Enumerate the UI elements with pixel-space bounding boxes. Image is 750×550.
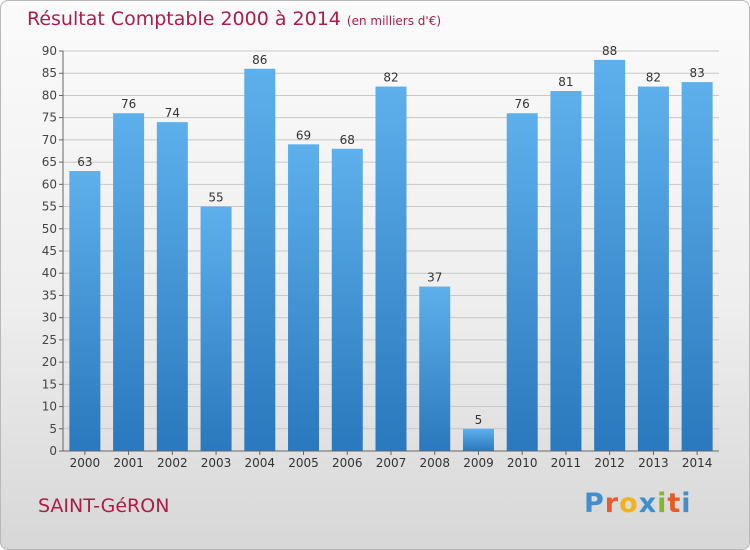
bar-2013 [637, 86, 669, 452]
x-tick-label-2014: 2014 [682, 456, 713, 470]
x-tick-label-2000: 2000 [70, 456, 101, 470]
y-tick-label: 75 [42, 111, 57, 125]
data-label-2006: 68 [340, 133, 355, 147]
y-tick-label: 35 [42, 288, 57, 302]
y-tick-label: 30 [42, 311, 57, 325]
y-tick-label: 65 [42, 155, 57, 169]
data-label-2014: 83 [689, 66, 704, 80]
bar-2007 [375, 86, 407, 452]
bar-2011 [550, 91, 582, 451]
bar-2006 [331, 148, 363, 451]
x-tick-label-2003: 2003 [201, 456, 232, 470]
bar-2012 [594, 59, 626, 452]
chart-subtitle: (en milliers d'€) [346, 14, 442, 28]
bar-2008 [419, 286, 451, 451]
x-tick-label-2001: 2001 [113, 456, 144, 470]
x-tick-label-2002: 2002 [157, 456, 188, 470]
data-label-2000: 63 [77, 155, 92, 169]
y-tick-label: 70 [42, 133, 57, 147]
bar-2001 [113, 113, 145, 451]
y-tick-label: 45 [42, 244, 57, 258]
logo-letter: i [681, 488, 692, 519]
x-tick-label-2012: 2012 [594, 456, 625, 470]
logo-letter: o [619, 488, 639, 519]
data-labels: 63 76 74 55 86 69 68 82 37 5 76 81 88 82 83 [77, 44, 705, 427]
bar-2005 [288, 144, 320, 452]
data-label-2008: 37 [427, 271, 442, 285]
bar-2010 [506, 113, 538, 451]
y-tick-label: 80 [42, 88, 57, 102]
y-tick-label: 85 [42, 66, 57, 80]
x-tick-label-2005: 2005 [288, 456, 319, 470]
logo-letter: r [604, 488, 620, 519]
x-tick-label-2013: 2013 [638, 456, 669, 470]
y-tick-label: 5 [49, 422, 57, 436]
data-label-2005: 69 [296, 128, 311, 142]
data-label-2004: 86 [252, 53, 267, 67]
x-tick-label-2004: 2004 [245, 456, 276, 470]
y-tick-label: 20 [42, 355, 57, 369]
chart-title: Résultat Comptable 2000 à 2014 (en millie… [27, 8, 441, 30]
bar-2014 [681, 82, 713, 451]
x-axis: 2000 2001 2002 2003 2004 2005 2006 2007 2008 2009… [63, 450, 719, 470]
y-tick-label: 90 [42, 44, 57, 58]
bar-2002 [156, 122, 188, 451]
data-label-2013: 82 [646, 71, 661, 85]
proxiti-logo: Proxiti [584, 488, 692, 519]
logo-letter: P [584, 488, 605, 519]
bars [69, 59, 713, 452]
chart-title-main: Résultat Comptable 2000 à 2014 [27, 8, 341, 30]
y-tick-label: 40 [42, 266, 57, 280]
x-tick-label-2006: 2006 [332, 456, 363, 470]
bar-2000 [69, 171, 101, 451]
y-tick-label: 25 [42, 333, 57, 347]
y-tick-label: 55 [42, 200, 57, 214]
commune-name: SAINT-GéRON [38, 495, 170, 517]
y-tick-label: 0 [49, 444, 57, 458]
data-label-2012: 88 [602, 44, 617, 58]
logo-letter: i [657, 488, 668, 519]
logo-letter: x [638, 488, 658, 519]
data-label-2009: 5 [475, 413, 483, 427]
x-tick-label-2011: 2011 [551, 456, 582, 470]
bar-2009 [462, 428, 494, 451]
bar-2003 [200, 206, 232, 451]
x-tick-label-2010: 2010 [507, 456, 538, 470]
logo-letter: t [667, 488, 682, 519]
y-tick-label: 60 [42, 177, 57, 191]
y-tick-label: 10 [42, 400, 57, 414]
x-tick-label-2008: 2008 [419, 456, 450, 470]
y-axis: 0 5 10 15 20 25 30 35 40 45 50 55 60 65 70 75 80 85 90 [42, 44, 64, 458]
x-tick-label-2007: 2007 [376, 456, 407, 470]
data-label-2011: 81 [558, 75, 573, 89]
data-label-2003: 55 [208, 191, 223, 205]
data-label-2001: 76 [121, 97, 136, 111]
x-tick-label-2009: 2009 [463, 456, 494, 470]
data-label-2002: 74 [165, 106, 180, 120]
data-label-2007: 82 [383, 71, 398, 85]
data-label-2010: 76 [515, 97, 530, 111]
bar-2004 [244, 68, 276, 452]
y-tick-label: 50 [42, 222, 57, 236]
y-tick-label: 15 [42, 377, 57, 391]
